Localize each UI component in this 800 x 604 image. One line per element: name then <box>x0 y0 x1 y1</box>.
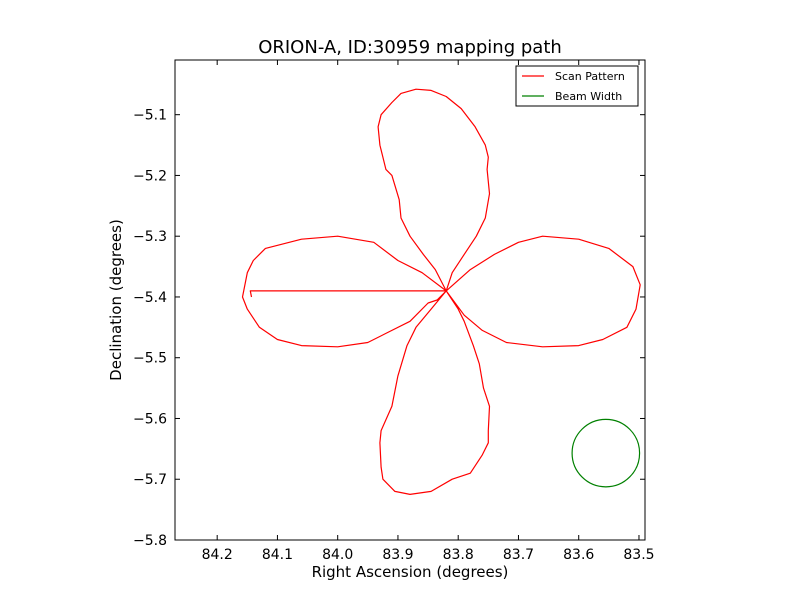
x-tick-label: 84.1 <box>262 547 293 563</box>
y-tick-label: −5.6 <box>133 411 167 427</box>
legend: Scan Pattern Beam Width <box>515 65 639 107</box>
legend-label-beam-width: Beam Width <box>555 90 622 103</box>
y-axis-ticks: −5.1 −5.2 −5.3 −5.4 −5.5 −5.6 −5.7 −5.8 <box>133 108 645 549</box>
legend-label-scan-pattern: Scan Pattern <box>555 70 625 83</box>
x-tick-label: 83.7 <box>503 547 534 563</box>
y-tick-label: −5.3 <box>133 229 167 245</box>
beam-width-circle <box>571 418 641 488</box>
chart-title: ORION-A, ID:30959 mapping path <box>258 37 562 58</box>
scan-pattern-line <box>241 88 641 495</box>
x-tick-label: 83.9 <box>382 547 413 563</box>
y-tick-label: −5.1 <box>133 108 167 124</box>
y-tick-label: −5.5 <box>133 351 167 367</box>
y-tick-label: −5.2 <box>133 168 167 184</box>
x-tick-label: 83.6 <box>563 547 594 563</box>
plot-area <box>174 59 646 541</box>
y-tick-label: −5.7 <box>133 472 167 488</box>
x-axis-label: Right Ascension (degrees) <box>312 563 509 581</box>
series-layer <box>241 88 641 495</box>
x-tick-label: 83.5 <box>623 547 654 563</box>
plot-frame <box>174 59 646 541</box>
legend-box <box>515 65 639 107</box>
x-tick-label: 84.2 <box>202 547 233 563</box>
y-tick-label: −5.8 <box>133 533 167 549</box>
x-tick-label: 84.0 <box>322 547 353 563</box>
plot-background <box>175 60 645 540</box>
x-axis-ticks: 84.2 84.1 84.0 83.9 83.8 83.7 83.6 83.5 <box>202 60 655 563</box>
y-tick-label: −5.4 <box>133 290 167 306</box>
x-tick-label: 83.8 <box>443 547 474 563</box>
y-axis-label: Declination (degrees) <box>107 219 125 381</box>
